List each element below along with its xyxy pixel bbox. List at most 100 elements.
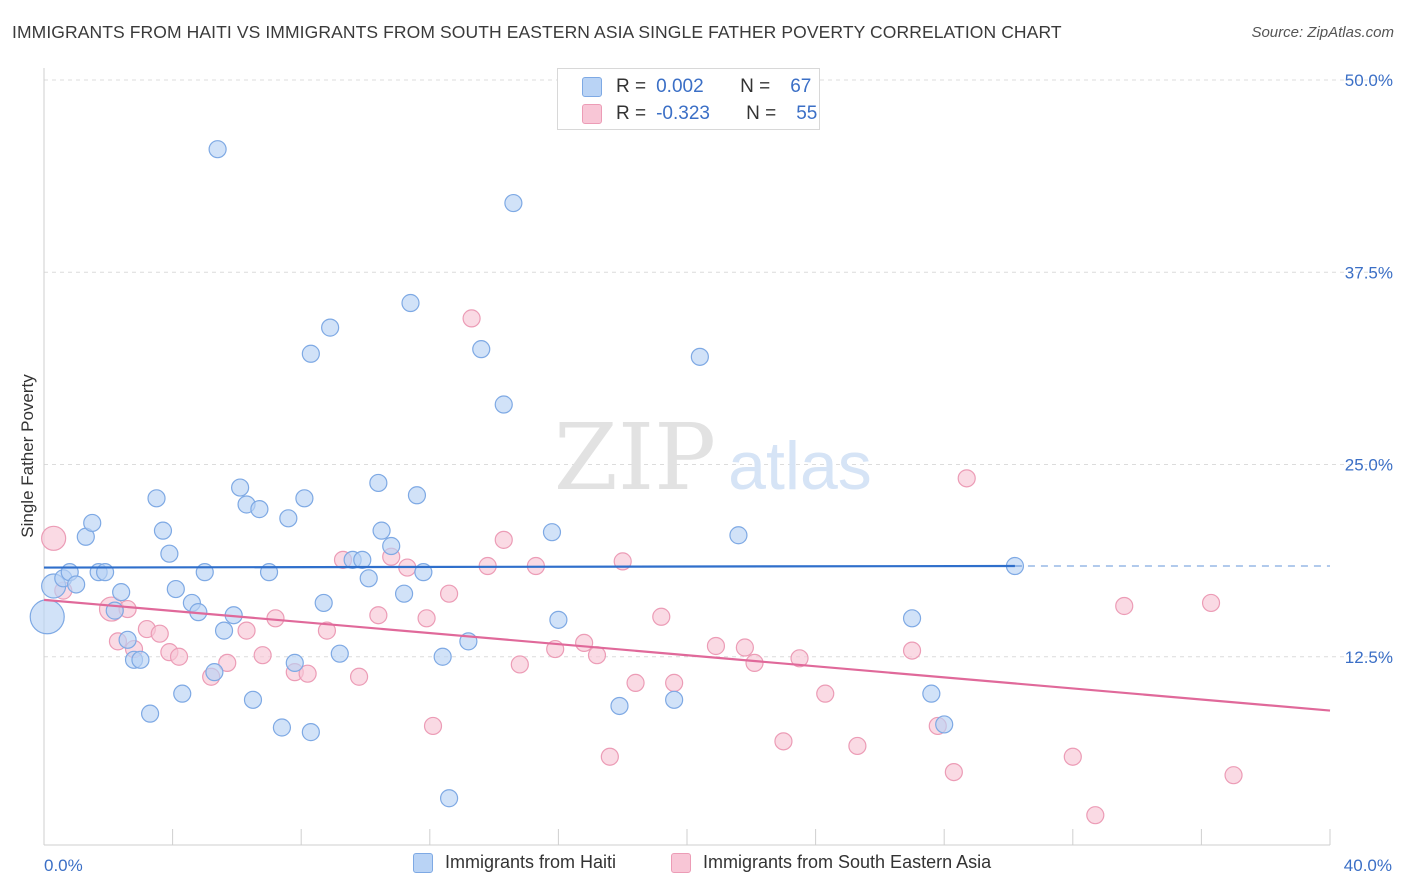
south-eastern-asia-point [600,747,619,766]
south-eastern-asia-point [169,647,189,666]
bottom-legend-swatch-haiti [413,852,433,873]
south-eastern-asia-point [575,633,594,653]
legend-n-value-haiti: 67 [790,76,812,97]
south-eastern-asia-point [1224,766,1243,785]
haiti-point [321,318,340,337]
haiti-point [153,521,173,540]
haiti-point [610,696,629,716]
haiti-point [729,526,748,545]
y-tick-label: 25.0% [1345,456,1393,475]
haiti-point [140,704,160,723]
south-eastern-asia-point [626,673,645,692]
gridlines [44,79,1392,658]
haiti-point [95,563,115,582]
south-eastern-asia-point [41,525,67,551]
legend-swatch-haiti [582,77,602,97]
haiti-point [205,663,224,682]
south-eastern-asia-point [417,609,436,628]
south-eastern-asia-point [774,732,793,751]
haiti-point [314,593,333,613]
south-eastern-asia-point [816,684,835,703]
south-eastern-asia-point [317,621,337,640]
haiti-point [118,630,137,649]
south-eastern-asia-point [510,655,529,674]
watermark-atlas: atlas [728,428,872,504]
trend-lines [43,564,1331,712]
haiti-point [250,500,269,519]
correlation-legend: R = 0.002 N = 67 R = -0.323 N = 55 [557,68,820,130]
south-eastern-asia-point [848,736,867,756]
legend-n-label: N = [746,103,777,124]
south-eastern-asia-point [423,716,443,736]
haiti-point [330,644,349,663]
south-eastern-asia-point [1201,593,1221,613]
bottom-legend-label-haiti: Immigrants from Haiti [445,852,617,872]
south-eastern-asia-point [652,607,671,626]
south-eastern-asia-point [462,309,481,328]
y-tick-label: 50.0% [1345,71,1393,90]
haiti-point [665,690,684,709]
south-eastern-asia-point [665,673,684,692]
haiti-point [29,599,65,635]
legend-r-label: R = [616,103,647,124]
south-eastern-asia-point [439,584,459,603]
bottom-legend-swatch-south-eastern-asia [671,852,691,873]
series-haiti-points [29,140,1025,808]
haiti-point [439,789,459,808]
south-eastern-asia-point [944,762,963,782]
series-south-eastern-asia-points [41,309,1243,825]
south-eastern-asia-point [494,530,513,549]
chart-title: IMMIGRANTS FROM HAITI VS IMMIGRANTS FROM… [12,22,1062,42]
trend-line-haiti [43,564,1015,569]
bottom-legend-south-eastern-asia: Immigrants from South Eastern Asia [671,852,991,873]
haiti-point [472,340,491,359]
south-eastern-asia-point [706,636,726,656]
legend-swatch-south-eastern-asia [582,104,602,124]
legend-row-haiti: R = 0.002 N = 67 [582,75,811,99]
legend-r-label: R = [616,76,647,97]
haiti-point [369,473,388,493]
haiti-point [166,579,185,599]
south-eastern-asia-point [1086,806,1105,825]
haiti-point [112,583,131,602]
haiti-point [902,609,922,628]
haiti-point [285,653,304,673]
haiti-point [160,544,179,563]
south-eastern-asia-point [790,649,809,668]
legend-row-south-eastern-asia: R = -0.323 N = 55 [582,102,817,126]
legend-r-value-haiti: 0.002 [656,76,704,97]
haiti-point [301,344,320,363]
haiti-point [243,690,263,709]
south-eastern-asia-point [957,469,976,488]
south-eastern-asia-point [237,621,256,640]
haiti-point [494,395,513,414]
south-eastern-asia-point [735,638,754,657]
haiti-point [83,513,102,533]
axes [43,68,1331,846]
haiti-point [208,140,227,159]
south-eastern-asia-point [1063,747,1082,766]
haiti-point [542,523,562,542]
tick-labels: 12.5% 25.0% 37.5% 50.0% 0.0% 40.0% [44,71,1393,875]
bottom-legend-label-south-eastern-asia: Immigrants from South Eastern Asia [703,852,992,872]
south-eastern-asia-point [1115,596,1134,616]
y-tick-label: 37.5% [1345,263,1393,282]
haiti-point [372,521,391,540]
haiti-point [272,718,292,737]
haiti-point [231,478,250,497]
haiti-point [359,569,378,588]
south-eastern-asia-point [298,664,317,683]
south-eastern-asia-point [745,653,764,673]
haiti-point [382,536,401,556]
south-eastern-asia-point [349,667,369,686]
south-eastern-asia-point [587,646,607,665]
south-eastern-asia-point [902,641,922,660]
haiti-point [147,489,166,508]
south-eastern-asia-point [218,653,237,673]
haiti-point [353,550,372,569]
legend-n-label: N = [740,76,771,97]
south-eastern-asia-point [369,606,388,625]
haiti-point [394,584,414,603]
bottom-legend-haiti: Immigrants from Haiti [413,852,616,873]
